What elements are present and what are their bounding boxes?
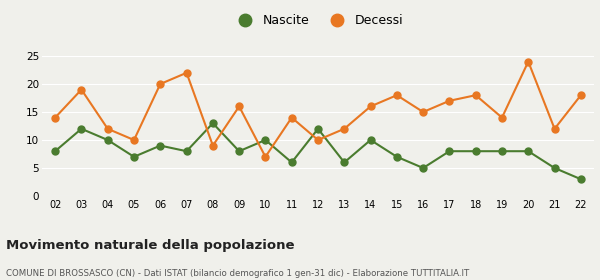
Decessi — [262, 155, 269, 158]
Decessi — [341, 127, 348, 130]
Decessi — [419, 110, 427, 114]
Nascite — [419, 166, 427, 170]
Nascite — [577, 178, 584, 181]
Decessi — [130, 138, 137, 142]
Decessi — [472, 94, 479, 97]
Nascite — [183, 150, 190, 153]
Nascite — [314, 127, 322, 130]
Line: Decessi: Decessi — [52, 58, 584, 160]
Nascite — [551, 166, 558, 170]
Decessi — [314, 138, 322, 142]
Nascite — [104, 138, 112, 142]
Line: Nascite: Nascite — [52, 120, 584, 183]
Nascite — [446, 150, 453, 153]
Nascite — [262, 138, 269, 142]
Decessi — [104, 127, 112, 130]
Decessi — [499, 116, 506, 119]
Decessi — [446, 99, 453, 102]
Decessi — [209, 144, 217, 147]
Nascite — [157, 144, 164, 147]
Nascite — [130, 155, 137, 158]
Decessi — [367, 105, 374, 108]
Decessi — [157, 82, 164, 86]
Nascite — [52, 150, 59, 153]
Nascite — [499, 150, 506, 153]
Legend: Nascite, Decessi: Nascite, Decessi — [228, 9, 408, 32]
Decessi — [524, 60, 532, 63]
Nascite — [209, 122, 217, 125]
Decessi — [393, 94, 400, 97]
Nascite — [524, 150, 532, 153]
Decessi — [78, 88, 85, 91]
Nascite — [367, 138, 374, 142]
Nascite — [472, 150, 479, 153]
Text: Movimento naturale della popolazione: Movimento naturale della popolazione — [6, 239, 295, 252]
Nascite — [288, 161, 295, 164]
Decessi — [183, 71, 190, 74]
Decessi — [551, 127, 558, 130]
Decessi — [52, 116, 59, 119]
Nascite — [341, 161, 348, 164]
Decessi — [577, 94, 584, 97]
Text: COMUNE DI BROSSASCO (CN) - Dati ISTAT (bilancio demografico 1 gen-31 dic) - Elab: COMUNE DI BROSSASCO (CN) - Dati ISTAT (b… — [6, 269, 469, 278]
Nascite — [393, 155, 400, 158]
Nascite — [236, 150, 243, 153]
Decessi — [288, 116, 295, 119]
Nascite — [78, 127, 85, 130]
Decessi — [236, 105, 243, 108]
